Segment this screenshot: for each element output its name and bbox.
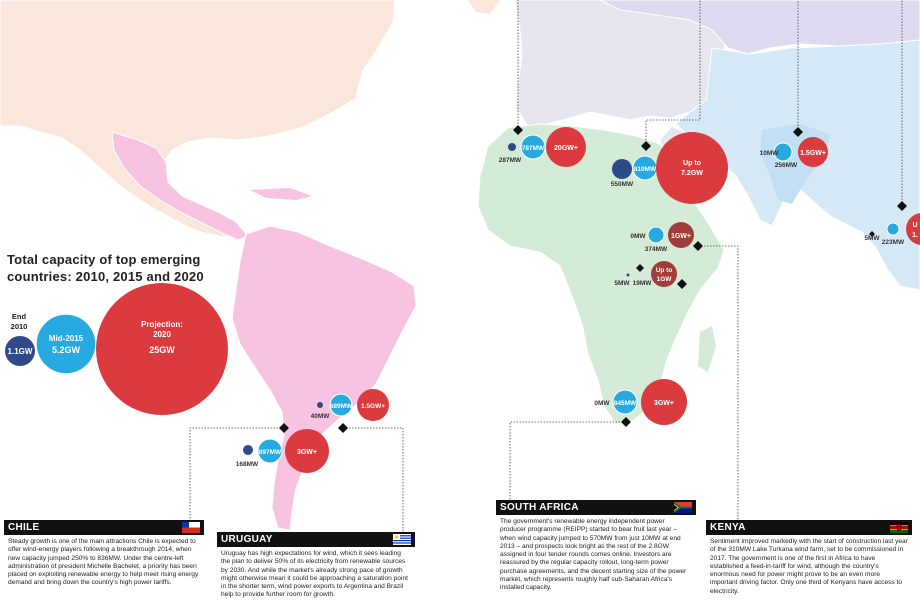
legend-2010-label-1: End xyxy=(12,312,27,321)
south-africa-panel-title: SOUTH AFRICA xyxy=(500,502,579,513)
legend-bubble-2015 xyxy=(35,313,97,375)
chile-panel-title: CHILE xyxy=(8,522,40,533)
ethiopia-value-2010: 0MW xyxy=(630,233,646,240)
pakistan-bubble-2020 xyxy=(798,137,828,167)
connector-lines xyxy=(189,0,903,532)
chile-value-2015: 897MW xyxy=(259,449,282,456)
morocco-bubble-2010 xyxy=(508,143,516,151)
thai-bubble-2015 xyxy=(886,222,900,236)
ethiopia-value-2015: 374MW xyxy=(645,246,668,253)
legend-2020-label-1: Projection: xyxy=(141,320,183,329)
ethiopia-value-2020: 1GW+ xyxy=(671,233,691,240)
chile-bubble-2020 xyxy=(285,429,329,473)
legend-title-line1: Total capacity of top emerging xyxy=(7,252,201,267)
location-markers xyxy=(279,125,907,433)
egypt-value-2015: 810MW xyxy=(634,166,657,173)
kenya-bubble-2020 xyxy=(651,261,677,287)
north-america-landmass xyxy=(0,0,396,239)
morocco-value-2010: 287MW xyxy=(499,157,522,164)
kenya-value-2015: 19MW xyxy=(633,280,653,287)
chile-bubble-2010 xyxy=(243,445,253,455)
south-africa-panel-header: SOUTH AFRICA xyxy=(496,500,696,515)
thai-value-2020-top: U xyxy=(912,222,917,229)
pakistan-bubble-2015 xyxy=(773,142,793,162)
kenya-panel: KENYA Sentiment improved markedly with t… xyxy=(706,520,912,612)
africa-landmass xyxy=(477,123,725,425)
chile-flag-icon xyxy=(182,522,200,533)
uruguay-bubble-2015 xyxy=(329,393,353,417)
thai-bubble-2020 xyxy=(906,213,920,245)
egypt-bubble-2020 xyxy=(656,132,728,204)
egypt-value-2020-line2: 7.2GW xyxy=(681,170,703,177)
caribbean-landmass xyxy=(250,188,312,200)
kenya-value-2010: 5MW xyxy=(614,280,630,287)
south-africa-flag-icon xyxy=(674,502,692,513)
legend-2015-label: Mid-2015 xyxy=(49,334,84,343)
chile-bubble-2015 xyxy=(257,438,283,464)
kenya-value-2020-line2: 1GW xyxy=(657,276,673,283)
uruguay-panel-header: URUGUAY xyxy=(217,532,415,547)
legend-2015-value: 5.2GW xyxy=(52,345,81,355)
uruguay-flag-icon xyxy=(393,534,411,545)
uruguay-bubble-2020 xyxy=(357,389,389,421)
ethiopia-bubble-2020 xyxy=(668,222,694,248)
ethiopia-bubble-2015 xyxy=(647,226,665,244)
uruguay-panel-text: Uruguay has high expectations for wind, … xyxy=(221,550,408,599)
sa-value-2010: 0MW xyxy=(594,400,610,407)
thai-value-2015: 223MW xyxy=(882,239,905,246)
chile-panel-text: Steady growth is one of the main attract… xyxy=(8,538,199,587)
uruguay-bubble-2010 xyxy=(317,402,323,408)
madagascar-landmass xyxy=(698,326,716,372)
sa-value-2020: 3GW+ xyxy=(654,400,674,407)
kenya-panel-text: Sentiment improved markedly with the sta… xyxy=(710,538,908,595)
uruguay-panel: URUGUAY Uruguay has high expectations fo… xyxy=(217,532,415,612)
uruguay-value-2020: 1.5GW+ xyxy=(361,403,385,410)
country-bubbles: 787MW 20GW+ 287MW 550MW 810MW Up to 7.2G… xyxy=(236,127,920,473)
sa-value-2015: 845MW xyxy=(614,400,637,407)
thai-value-2020: 1. xyxy=(912,232,918,239)
legend-bubble-2010 xyxy=(5,336,35,366)
greenland-landmass xyxy=(468,0,500,14)
legend-bubble-2020 xyxy=(96,283,228,415)
sa-bubble-2020 xyxy=(641,379,687,425)
pakistan-value-2020: 1.5GW+ xyxy=(800,150,826,157)
chile-panel-header: CHILE xyxy=(4,520,204,535)
egypt-bubble-2010 xyxy=(612,159,632,179)
chile-value-2020: 3GW+ xyxy=(297,449,317,456)
morocco-value-2015: 787MW xyxy=(522,145,545,152)
sa-bubble-2015 xyxy=(612,389,638,415)
legend-2020-value: 25GW xyxy=(149,345,175,355)
kenya-panel-header: KENYA xyxy=(706,520,912,535)
south-africa-panel: SOUTH AFRICA The government's renewable … xyxy=(496,500,696,612)
thai-value-2010: 5MW xyxy=(864,235,880,242)
legend-2020-label-2: 2020 xyxy=(153,330,171,339)
legend-title-line2: countries: 2010, 2015 and 2020 xyxy=(7,269,204,284)
uruguay-value-2010: 40MW xyxy=(311,413,331,420)
uruguay-value-2015: 689MW xyxy=(330,403,353,410)
morocco-value-2020: 20GW+ xyxy=(554,145,578,152)
kenya-bubble-2010 xyxy=(626,273,630,277)
kenya-value-2020-line1: Up to xyxy=(656,267,673,274)
morocco-bubble-2015 xyxy=(520,134,546,160)
legend-2010-label-2: 2010 xyxy=(11,322,28,331)
south-america-landmass xyxy=(231,225,417,531)
chile-panel: CHILE Steady growth is one of the main a… xyxy=(4,520,204,612)
pakistan-value-2010: 10MW xyxy=(760,150,780,157)
egypt-value-2020-line1: Up to xyxy=(683,160,701,167)
uruguay-panel-title: URUGUAY xyxy=(221,534,273,545)
south-africa-panel-text: The government's renewable energy indepe… xyxy=(500,518,687,592)
morocco-bubble-2020 xyxy=(546,127,586,167)
chile-value-2010: 168MW xyxy=(236,461,259,468)
kenya-flag-icon xyxy=(890,522,908,533)
pakistan-value-2015: 256MW xyxy=(775,162,798,169)
kenya-panel-title: KENYA xyxy=(710,522,746,533)
legend-bubbles: End 2010 1.1GW Mid-2015 5.2GW Projection… xyxy=(5,283,228,415)
egypt-value-2010: 550MW xyxy=(611,181,634,188)
legend-2010-value: 1.1GW xyxy=(8,347,33,356)
legend-title: Total capacity of top emerging countries… xyxy=(7,251,204,285)
